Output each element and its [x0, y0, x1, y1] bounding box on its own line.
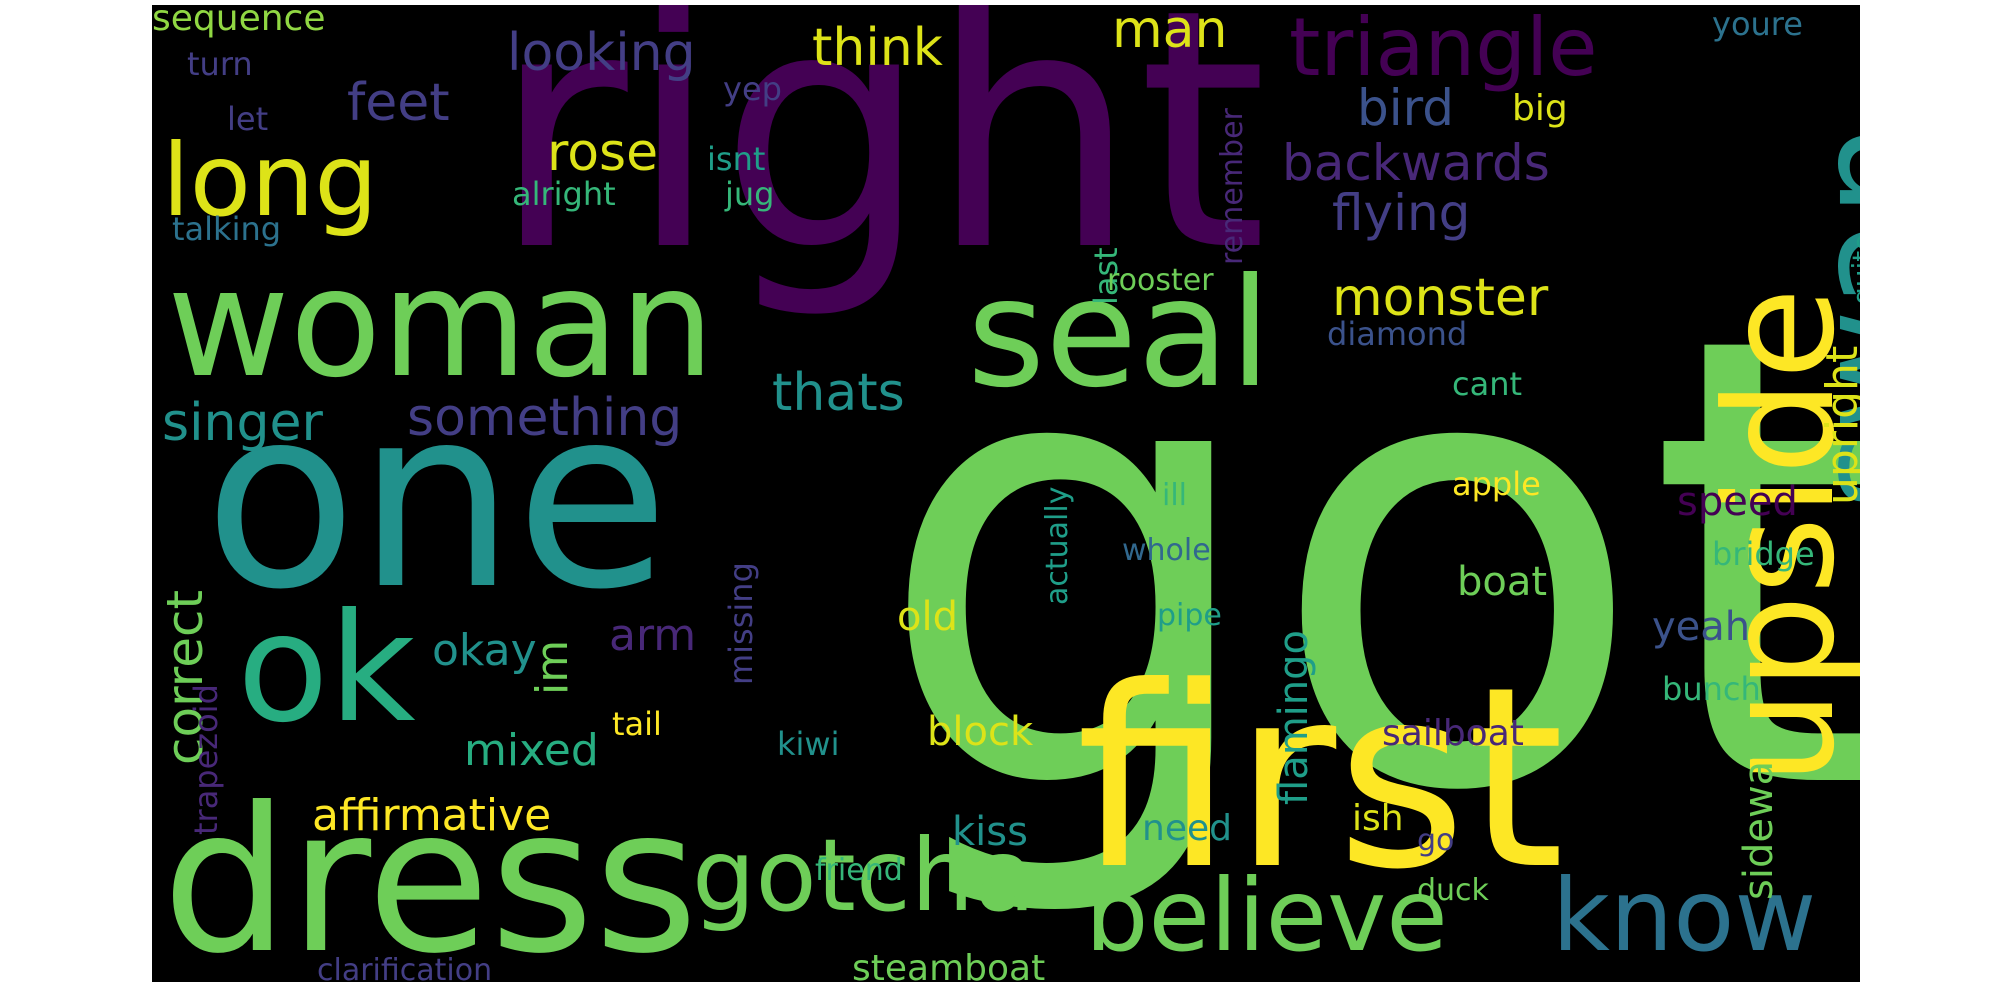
word-diamond: diamond — [1327, 315, 1467, 353]
word-speed: speed — [1677, 479, 1798, 525]
word-affirmative: affirmative — [312, 790, 551, 841]
word-whole: whole — [1122, 533, 1211, 568]
word-boat: boat — [1457, 559, 1547, 605]
word-singer: singer — [162, 393, 323, 453]
word-quite: quite — [1846, 233, 1860, 305]
word-actually: actually — [1040, 487, 1075, 605]
word-looking: looking — [507, 23, 696, 83]
word-need: need — [1142, 808, 1232, 849]
word-right: right — [492, 5, 1267, 323]
word-bridge: bridge — [1712, 535, 1815, 573]
word-long: long — [162, 122, 378, 239]
word-steamboat: steamboat — [852, 948, 1045, 982]
word-man: man — [1112, 5, 1227, 60]
word-flying: flying — [1332, 184, 1470, 242]
word-mixed: mixed — [464, 725, 599, 776]
word-cloud: got right one first dress woman upside swan ok se… — [152, 5, 1860, 982]
word-trapezoid: trapezoid — [187, 684, 225, 835]
word-pipe: pipe — [1157, 598, 1222, 633]
word-got: got — [874, 206, 1860, 927]
word-block: block — [927, 709, 1034, 755]
word-sideways: sideways — [1736, 716, 1782, 900]
word-youre: youre — [1712, 5, 1803, 43]
word-old: old — [897, 594, 958, 640]
word-clarification: clarification — [317, 953, 492, 982]
word-dress: dress — [162, 765, 698, 982]
word-believe: believe — [1085, 857, 1448, 974]
word-rose: rose — [547, 123, 658, 183]
word-let: let — [227, 100, 268, 138]
word-im: im — [527, 640, 578, 695]
word-bird: bird — [1357, 79, 1454, 137]
word-jug: jug — [724, 175, 774, 213]
word-know: know — [1552, 857, 1816, 974]
word-upright: upright — [1817, 346, 1860, 505]
word-arm: arm — [609, 610, 696, 661]
word-backwards: backwards — [1282, 134, 1550, 192]
word-rooster: rooster — [1107, 263, 1214, 298]
word-seal: seal — [967, 247, 1271, 421]
word-sequence: sequence — [152, 5, 325, 39]
word-remember: remember — [1215, 107, 1250, 265]
word-go: go — [1417, 823, 1454, 858]
word-thats: thats — [772, 363, 905, 423]
word-one: one — [204, 353, 669, 644]
word-friend: friend — [815, 853, 903, 888]
word-first: first — [1076, 633, 1565, 924]
word-big: big — [1512, 88, 1568, 129]
word-alright: alright — [512, 175, 616, 213]
word-isnt: isnt — [707, 140, 765, 178]
word-sailboat: sailboat — [1382, 713, 1524, 754]
word-flamingo: flamingo — [1271, 630, 1317, 805]
word-missing: missing — [722, 562, 760, 685]
word-kiss: kiss — [952, 809, 1028, 855]
word-okay: okay — [432, 625, 537, 676]
word-yeah: yeah — [1652, 604, 1750, 650]
word-ill: ill — [1162, 478, 1187, 513]
word-ish: ish — [1352, 798, 1404, 839]
word-woman: woman — [167, 237, 715, 411]
word-last: last — [1087, 247, 1125, 305]
word-think: think — [812, 18, 943, 78]
word-feet: feet — [347, 73, 450, 133]
word-correct: correct — [156, 590, 214, 765]
word-triangle: triangle — [1289, 5, 1597, 94]
word-bunch: bunch — [1662, 670, 1761, 708]
word-turn: turn — [187, 45, 253, 83]
word-something: something — [407, 388, 682, 448]
word-yep: yep — [723, 70, 782, 108]
word-apple: apple — [1452, 465, 1541, 503]
word-ok: ok — [237, 582, 416, 756]
word-tail: tail — [612, 705, 662, 743]
word-duck: duck — [1417, 873, 1490, 908]
word-monster: monster — [1332, 268, 1549, 328]
word-upside: upside — [1694, 287, 1860, 785]
word-kiwi: kiwi — [777, 725, 839, 763]
word-gotcha: gotcha — [692, 817, 1036, 934]
word-cant: cant — [1452, 365, 1522, 403]
word-talking: talking — [172, 210, 281, 248]
word-swan: swan — [1784, 122, 1860, 510]
